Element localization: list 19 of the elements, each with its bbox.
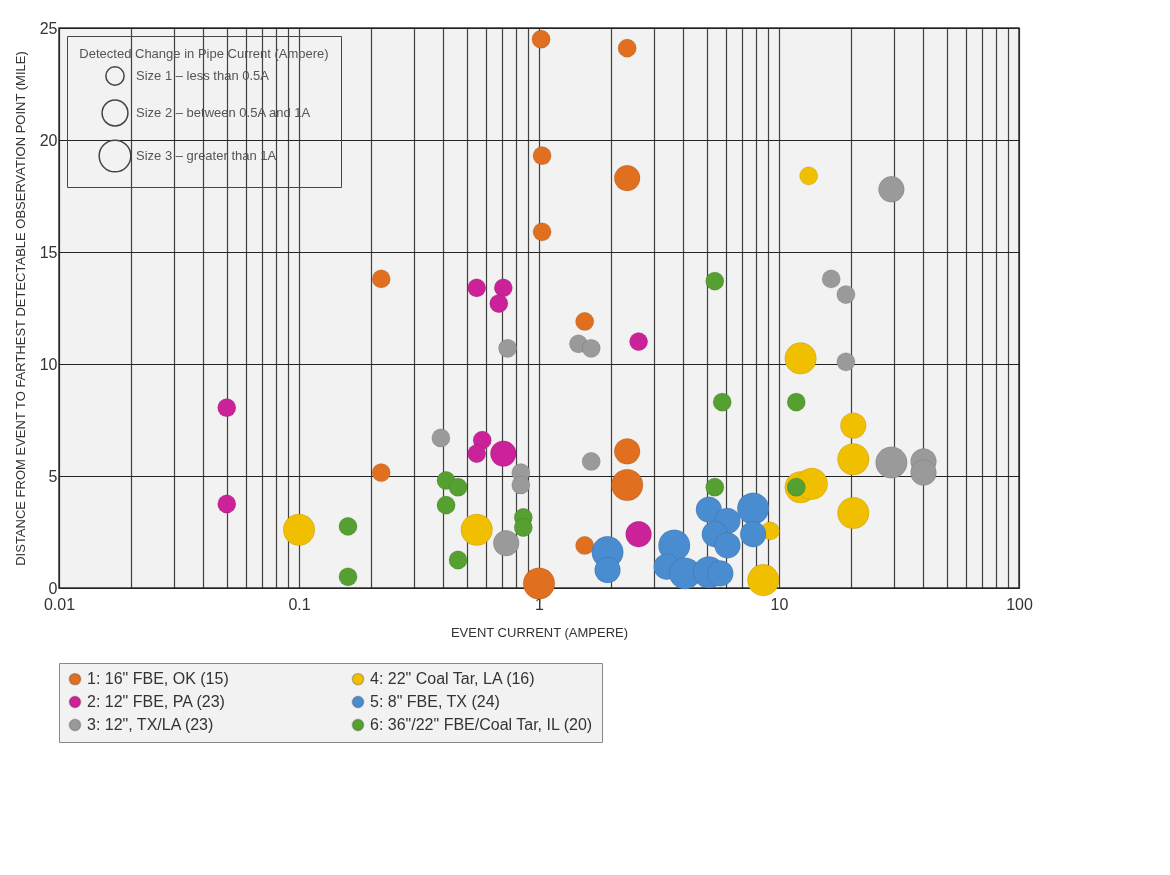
x-axis-title: EVENT CURRENT (AMPERE): [450, 624, 629, 640]
y-tick-label: 0: [48, 579, 58, 597]
x-tick-label: 0.01: [43, 595, 76, 613]
legend-label: 5: 8" FBE, TX (24): [370, 693, 500, 710]
x-tick-label: 1: [535, 595, 545, 613]
y-tick-label: 20: [39, 131, 58, 149]
y-tick-label: 25: [39, 19, 58, 37]
legend-label: 3: 12", TX/LA (23): [87, 716, 214, 733]
x-tick-label: 100: [1006, 595, 1033, 613]
y-axis-title: DISTANCE FROM EVENT TO FARTHEST DETECTABLE OBSERVATION POINT (MILE): [12, 51, 28, 566]
legend-label: 1: 16" FBE, OK (15): [87, 670, 229, 688]
legend-label: 6: 36"/22" FBE/Coal Tar, IL (20): [370, 716, 593, 733]
x-tick-label: 10: [770, 595, 789, 613]
y-tick-label: 15: [39, 243, 58, 261]
x-tick-label: 0.1: [288, 595, 311, 613]
legend-label: 4: 22" Coal Tar, LA (16): [370, 670, 535, 688]
legend-label: 2: 12" FBE, PA (23): [87, 693, 225, 710]
y-tick-label: 5: [48, 467, 58, 485]
y-tick-label: 10: [39, 355, 58, 373]
